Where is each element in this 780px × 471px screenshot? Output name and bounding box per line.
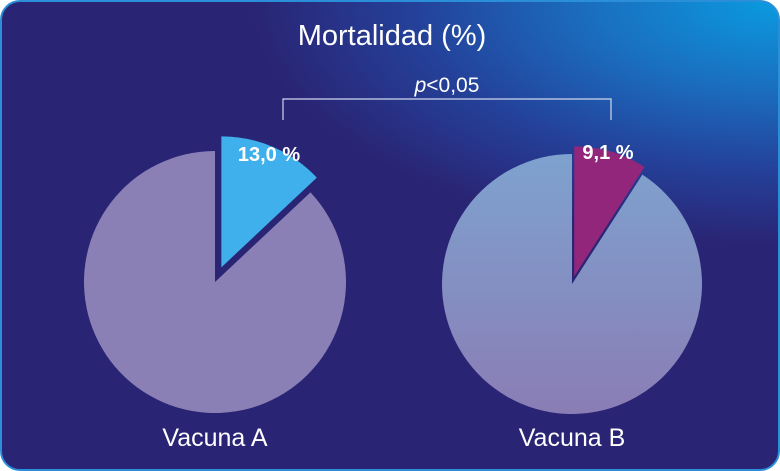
significance-bracket <box>282 98 612 120</box>
pie-a-mortality-slice <box>221 136 317 268</box>
pie-a-value-label: 13,0 % <box>238 144 300 166</box>
significance-p: p <box>414 74 427 97</box>
pie-a-remainder-slice <box>83 150 346 413</box>
pie-vacuna-b: 9,1 % <box>441 142 702 415</box>
significance-value: <0,05 <box>426 74 479 97</box>
pie-a-label: Vacuna A <box>162 424 268 452</box>
pie-vacuna-a: 13,0 % <box>83 136 346 413</box>
pie-b-mortality-slice <box>574 146 645 277</box>
significance-label: p<0,05 <box>414 74 480 97</box>
pie-b-remainder-slice <box>441 154 702 415</box>
pie-b-value-label: 9,1 % <box>582 142 633 164</box>
chart-title: Mortalidad (%) <box>298 20 487 52</box>
pie-b-label: Vacuna B <box>519 424 626 452</box>
